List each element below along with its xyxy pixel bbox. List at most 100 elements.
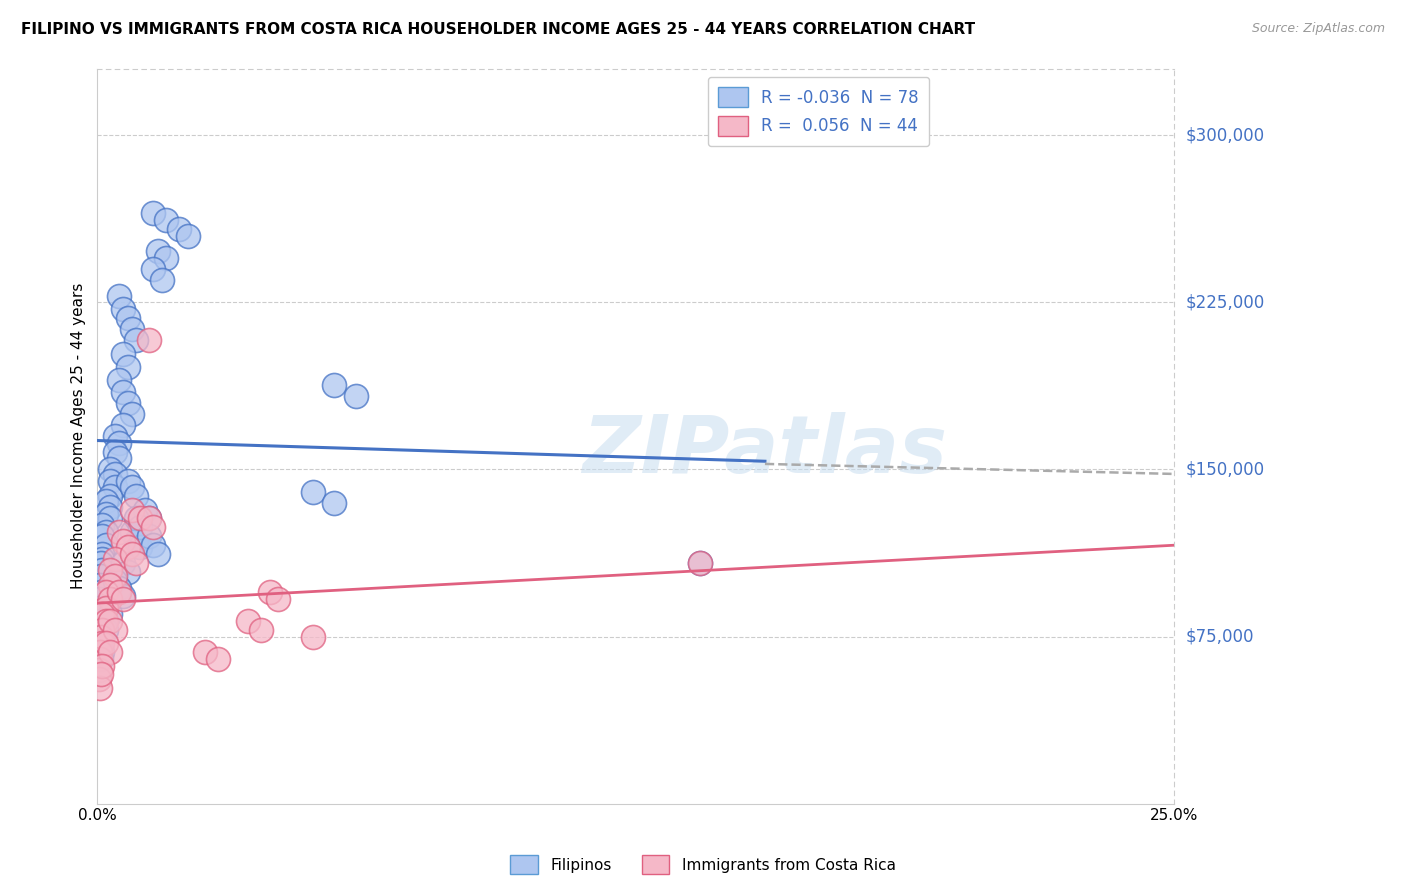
Point <box>112 417 135 432</box>
Point <box>236 614 259 628</box>
Point <box>98 563 121 577</box>
Point <box>94 585 117 599</box>
Point <box>94 600 117 615</box>
Point <box>689 556 711 570</box>
Point <box>142 520 165 534</box>
Point <box>94 636 117 650</box>
Point <box>103 480 125 494</box>
Point <box>689 556 711 570</box>
Point <box>138 511 160 525</box>
Point <box>125 556 148 570</box>
Point <box>108 451 131 466</box>
Point <box>323 496 346 510</box>
Point <box>90 518 112 533</box>
Point <box>117 541 139 555</box>
Point <box>129 511 152 525</box>
Point <box>129 520 152 534</box>
Point <box>301 630 323 644</box>
Point <box>90 658 112 673</box>
Point <box>87 614 110 628</box>
Point <box>108 581 131 595</box>
Point <box>90 623 112 637</box>
Text: ZIPatlas: ZIPatlas <box>582 412 948 490</box>
Legend: R = -0.036  N = 78, R =  0.056  N = 44: R = -0.036 N = 78, R = 0.056 N = 44 <box>709 77 929 146</box>
Point <box>90 652 112 666</box>
Point <box>89 607 111 622</box>
Point <box>117 474 139 488</box>
Point <box>142 206 165 220</box>
Point <box>259 585 281 599</box>
Point <box>98 500 121 515</box>
Point <box>138 333 160 347</box>
Text: $75,000: $75,000 <box>1185 628 1254 646</box>
Point <box>112 591 135 606</box>
Point <box>90 636 112 650</box>
Point <box>103 551 125 566</box>
Point <box>94 600 117 615</box>
Point <box>117 311 139 326</box>
Text: $300,000: $300,000 <box>1185 127 1264 145</box>
Point <box>125 533 148 548</box>
Point <box>103 444 125 458</box>
Point <box>89 681 111 695</box>
Point <box>90 645 112 659</box>
Point <box>94 493 117 508</box>
Point <box>194 645 217 659</box>
Point <box>108 435 131 450</box>
Point <box>121 322 143 336</box>
Point <box>129 541 152 555</box>
Point <box>108 373 131 387</box>
Text: Source: ZipAtlas.com: Source: ZipAtlas.com <box>1251 22 1385 36</box>
Point <box>142 262 165 277</box>
Point <box>138 529 160 543</box>
Point <box>98 511 121 525</box>
Text: FILIPINO VS IMMIGRANTS FROM COSTA RICA HOUSEHOLDER INCOME AGES 25 - 44 YEARS COR: FILIPINO VS IMMIGRANTS FROM COSTA RICA H… <box>21 22 976 37</box>
Point <box>103 429 125 443</box>
Point <box>121 407 143 421</box>
Point <box>98 489 121 503</box>
Text: $150,000: $150,000 <box>1185 460 1264 478</box>
Point <box>150 273 173 287</box>
Point <box>125 333 148 347</box>
Point <box>90 630 112 644</box>
Point <box>94 614 117 628</box>
Point <box>103 569 125 583</box>
Point <box>94 538 117 552</box>
Point <box>121 480 143 494</box>
Point <box>250 623 273 637</box>
Point <box>89 578 111 592</box>
Point <box>108 289 131 303</box>
Point <box>344 389 367 403</box>
Point <box>267 591 290 606</box>
Point <box>207 652 229 666</box>
Point <box>94 507 117 521</box>
Point <box>146 547 169 561</box>
Point <box>103 467 125 481</box>
Point <box>89 591 111 606</box>
Point <box>117 395 139 409</box>
Point <box>90 607 112 622</box>
Point <box>112 346 135 360</box>
Point <box>98 607 121 622</box>
Legend: Filipinos, Immigrants from Costa Rica: Filipinos, Immigrants from Costa Rica <box>505 849 901 880</box>
Point <box>90 547 112 561</box>
Point <box>90 529 112 543</box>
Point <box>90 585 112 599</box>
Point <box>134 502 156 516</box>
Point <box>98 645 121 659</box>
Point <box>125 511 148 525</box>
Point <box>125 489 148 503</box>
Point <box>112 533 135 548</box>
Point <box>103 574 125 588</box>
Point <box>112 302 135 317</box>
Point <box>94 524 117 539</box>
Point <box>98 462 121 476</box>
Point <box>90 667 112 681</box>
Point <box>103 623 125 637</box>
Point <box>112 384 135 399</box>
Point <box>98 614 121 628</box>
Point <box>155 213 177 227</box>
Point <box>90 556 112 570</box>
Point <box>117 359 139 374</box>
Point <box>177 228 200 243</box>
